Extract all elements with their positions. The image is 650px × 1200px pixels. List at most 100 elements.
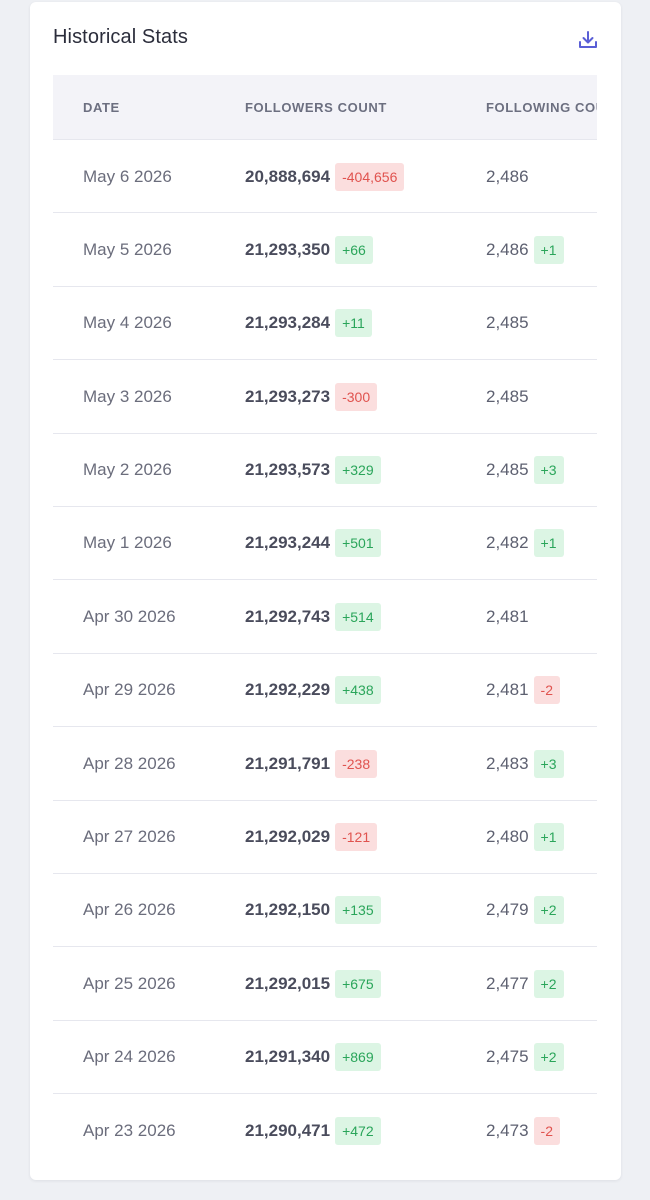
table-row: Apr 30 2026 21,292,743 +514 2,481 <box>53 580 597 654</box>
followers-change-badge: +675 <box>335 969 381 998</box>
followers-count: 21,292,029 <box>245 827 331 847</box>
following-count: 2,486 <box>486 239 529 259</box>
following-count: 2,482 <box>486 533 529 553</box>
followers-cell: 21,293,284 +11 <box>245 287 372 360</box>
following-cell: 2,486 <box>486 140 529 213</box>
followers-count: 21,293,573 <box>245 460 331 480</box>
date-cell: Apr 24 2026 <box>83 1047 176 1067</box>
followers-cell: 21,293,350 +66 <box>245 213 373 286</box>
followers-count: 21,291,791 <box>245 753 331 773</box>
followers-count: 21,292,015 <box>245 973 331 993</box>
following-cell: 2,485 +3 <box>486 434 564 507</box>
followers-count: 21,293,273 <box>245 386 331 406</box>
following-count: 2,479 <box>486 900 529 920</box>
following-count: 2,485 <box>486 313 529 333</box>
table-row: Apr 26 2026 21,292,150 +135 2,479 +2 <box>53 874 597 948</box>
following-cell: 2,479 +2 <box>486 874 564 947</box>
following-cell: 2,475 +2 <box>486 1021 564 1094</box>
date-cell: Apr 23 2026 <box>83 1120 176 1140</box>
followers-change-badge: +66 <box>335 235 373 264</box>
following-change-badge: +2 <box>533 1043 564 1072</box>
date-cell: Apr 28 2026 <box>83 753 176 773</box>
following-count: 2,486 <box>486 166 529 186</box>
followers-count: 21,293,284 <box>245 313 331 333</box>
following-change-badge: +1 <box>533 823 564 852</box>
followers-change-badge: +472 <box>335 1116 381 1145</box>
date-cell: Apr 27 2026 <box>83 827 176 847</box>
following-cell: 2,481 <box>486 580 529 653</box>
table-row: Apr 23 2026 21,290,471 +472 2,473 -2 <box>53 1094 597 1167</box>
following-change-badge: -2 <box>533 676 560 705</box>
following-change-badge: +3 <box>533 456 564 485</box>
following-count: 2,480 <box>486 827 529 847</box>
download-icon <box>579 31 597 48</box>
following-count: 2,483 <box>486 753 529 773</box>
followers-cell: 21,291,340 +869 <box>245 1021 381 1094</box>
date-cell: May 5 2026 <box>83 239 172 259</box>
following-cell: 2,485 <box>486 287 529 360</box>
followers-count: 21,292,229 <box>245 680 331 700</box>
date-cell: May 1 2026 <box>83 533 172 553</box>
followers-count: 21,291,340 <box>245 1047 331 1067</box>
followers-count: 21,292,150 <box>245 900 331 920</box>
table-row: Apr 25 2026 21,292,015 +675 2,477 +2 <box>53 947 597 1021</box>
column-header-followers[interactable]: FOLLOWERS COUNT <box>245 100 387 115</box>
table-row: Apr 28 2026 21,291,791 -238 2,483 +3 <box>53 727 597 801</box>
column-header-following[interactable]: FOLLOWING COU <box>486 100 597 115</box>
following-change-badge: +2 <box>533 969 564 998</box>
table-row: May 4 2026 21,293,284 +11 2,485 <box>53 287 597 361</box>
followers-change-badge: -300 <box>335 382 378 411</box>
date-cell: Apr 30 2026 <box>83 606 176 626</box>
following-change-badge: +1 <box>533 235 564 264</box>
followers-count: 20,888,694 <box>245 166 331 186</box>
date-cell: May 6 2026 <box>83 166 172 186</box>
followers-change-badge: -404,656 <box>335 162 405 191</box>
followers-cell: 21,292,015 +675 <box>245 947 381 1020</box>
followers-change-badge: +329 <box>335 456 381 485</box>
date-cell: May 2 2026 <box>83 460 172 480</box>
followers-cell: 21,290,471 +472 <box>245 1094 381 1167</box>
following-change-badge: +1 <box>533 529 564 558</box>
table-header: DATE FOLLOWERS COUNT FOLLOWING COU <box>53 75 597 140</box>
followers-change-badge: +11 <box>335 309 372 338</box>
date-cell: May 4 2026 <box>83 313 172 333</box>
following-count: 2,473 <box>486 1120 529 1140</box>
table-row: Apr 29 2026 21,292,229 +438 2,481 -2 <box>53 654 597 728</box>
table-row: May 2 2026 21,293,573 +329 2,485 +3 <box>53 434 597 507</box>
column-header-date[interactable]: DATE <box>83 100 120 115</box>
followers-change-badge: -238 <box>335 749 378 778</box>
followers-change-badge: +135 <box>335 896 381 925</box>
following-count: 2,481 <box>486 680 529 700</box>
following-cell: 2,483 +3 <box>486 727 564 800</box>
followers-cell: 21,293,244 +501 <box>245 507 381 580</box>
followers-cell: 21,292,029 -121 <box>245 801 378 874</box>
following-change-badge: +2 <box>533 896 564 925</box>
followers-cell: 21,292,150 +135 <box>245 874 381 947</box>
following-change-badge: -2 <box>533 1116 560 1145</box>
following-cell: 2,473 -2 <box>486 1094 560 1167</box>
table-row: May 3 2026 21,293,273 -300 2,485 <box>53 360 597 434</box>
followers-change-badge: +869 <box>335 1043 381 1072</box>
table-row: Apr 27 2026 21,292,029 -121 2,480 +1 <box>53 801 597 874</box>
stats-table: DATE FOLLOWERS COUNT FOLLOWING COU May 6… <box>53 75 597 1175</box>
followers-count: 21,292,743 <box>245 606 331 626</box>
followers-count: 21,293,244 <box>245 533 331 553</box>
following-count: 2,485 <box>486 386 529 406</box>
table-row: May 5 2026 21,293,350 +66 2,486 +1 <box>53 213 597 287</box>
following-cell: 2,482 +1 <box>486 507 564 580</box>
following-count: 2,481 <box>486 606 529 626</box>
followers-cell: 21,292,229 +438 <box>245 654 381 727</box>
following-cell: 2,480 +1 <box>486 801 564 874</box>
table-body: May 6 2026 20,888,694 -404,656 2,486 May 5 2… <box>53 140 597 1167</box>
date-cell: Apr 25 2026 <box>83 973 176 993</box>
followers-change-badge: +438 <box>335 676 381 705</box>
following-cell: 2,486 +1 <box>486 213 564 286</box>
followers-change-badge: -121 <box>335 823 378 852</box>
followers-change-badge: +514 <box>335 602 381 631</box>
following-count: 2,475 <box>486 1047 529 1067</box>
followers-cell: 21,293,273 -300 <box>245 360 378 433</box>
following-cell: 2,477 +2 <box>486 947 564 1020</box>
following-count: 2,485 <box>486 460 529 480</box>
download-button[interactable] <box>576 28 600 52</box>
table-row: Apr 24 2026 21,291,340 +869 2,475 +2 <box>53 1021 597 1095</box>
